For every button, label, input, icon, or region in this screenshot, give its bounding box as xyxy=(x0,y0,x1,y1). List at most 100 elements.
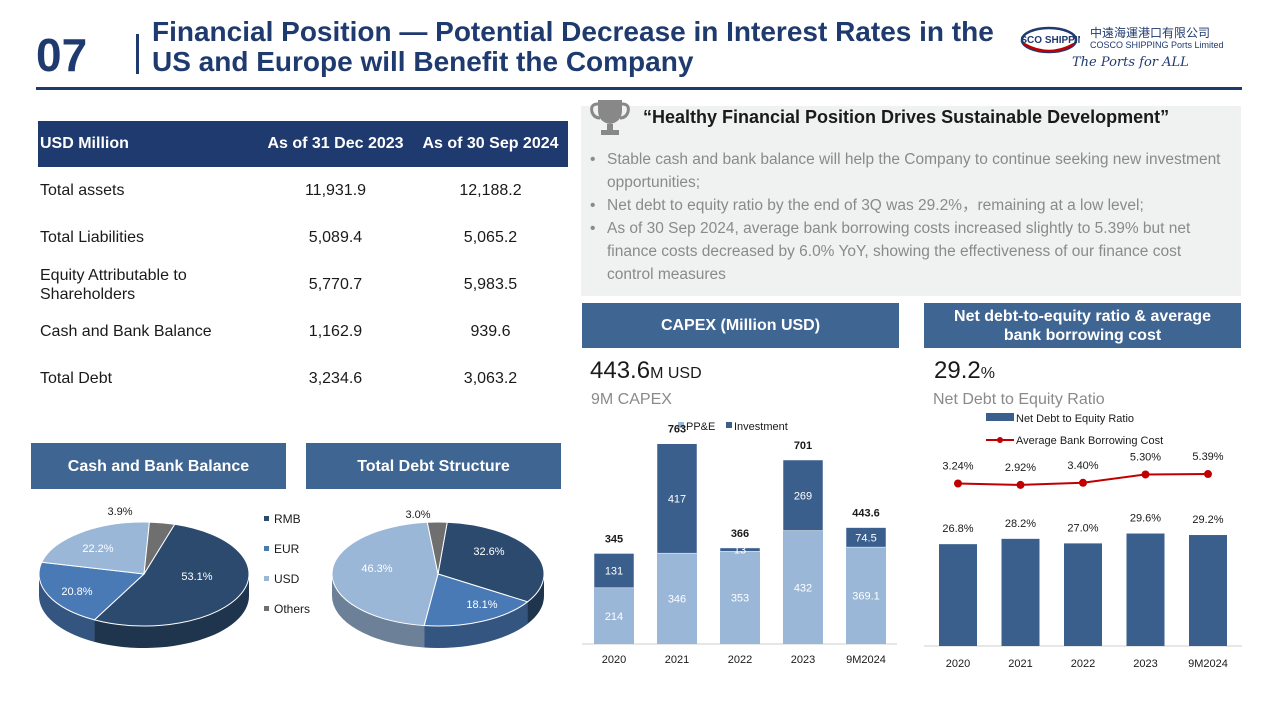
ratio-bar xyxy=(939,544,977,646)
bar-segment-ppe xyxy=(720,551,760,644)
line-point xyxy=(1016,480,1025,489)
legend-swatch xyxy=(726,422,732,428)
ratio-section-title: Net debt-to-equity ratio & average bank … xyxy=(924,303,1241,348)
pie-slice-side xyxy=(527,574,544,624)
bar-segment-investment xyxy=(593,553,635,589)
legend-label: Investment xyxy=(734,421,788,433)
line-data-label: 2.92% xyxy=(1005,462,1036,474)
row-value-2023: 5,770.7 xyxy=(308,275,363,293)
row-value-2023: 3,234.6 xyxy=(308,369,363,387)
bar-total-label: 443.6 xyxy=(852,508,880,520)
legend-label: Others xyxy=(274,602,310,616)
section-number: 07 xyxy=(36,29,88,81)
bullet-item: Net debt to equity ratio by the end of 3… xyxy=(590,194,1222,217)
pie-slice-side xyxy=(332,574,425,648)
table-row: Total Debt 3,234.6 3,063.2 xyxy=(38,355,568,402)
ratio-bar xyxy=(1126,533,1165,646)
pie-slice-label: 53.1% xyxy=(181,571,212,583)
pie-slice-label: 22.2% xyxy=(82,543,113,555)
bar-data-label: 353 xyxy=(731,593,749,605)
bar-data-label: 29.6% xyxy=(1130,513,1161,525)
row-label: Total Debt xyxy=(40,370,113,387)
pie-slice xyxy=(423,573,529,627)
bar-data-label: 417 xyxy=(668,493,686,505)
pie-slice-side xyxy=(39,574,95,642)
cash-pie-title: Cash and Bank Balance xyxy=(31,443,286,489)
legend-label: PP&E xyxy=(686,421,715,433)
legend-swatch xyxy=(264,516,269,521)
trophy-icon xyxy=(590,100,630,135)
x-tick-label: 2022 xyxy=(1071,658,1095,670)
line-data-label: 5.39% xyxy=(1192,451,1223,463)
bar-data-label: 28.2% xyxy=(1005,518,1036,530)
pie-slice xyxy=(38,561,146,621)
capex-headline: 443.6M USD xyxy=(590,357,702,385)
debt-pie-title: Total Debt Structure xyxy=(306,443,561,489)
row-value-2023: 11,931.9 xyxy=(304,181,367,199)
table-row: Cash and Bank Balance 1,162.9 939.6 xyxy=(38,308,568,355)
legend-label: Net Debt to Equity Ratio xyxy=(1016,413,1134,425)
legend-swatch xyxy=(264,576,269,581)
row-value-2024: 5,065.2 xyxy=(463,228,518,246)
legend-swatch xyxy=(678,422,684,428)
logo-name: COSCO SHIPPING xyxy=(1020,35,1080,46)
table-row: Total assets 11,931.9 12,188.2 xyxy=(38,167,568,214)
row-value-2024: 939.6 xyxy=(470,322,511,340)
row-value-2024: 3,063.2 xyxy=(463,369,518,387)
pie-slice xyxy=(93,523,250,627)
legend-label: EUR xyxy=(274,542,300,556)
bar-data-label: 214 xyxy=(605,611,623,623)
bar-total-label: 345 xyxy=(605,533,623,545)
bar-total-label: 701 xyxy=(794,440,812,452)
pie-slice-side xyxy=(424,601,528,648)
pie-slice-label: 46.3% xyxy=(361,563,392,575)
ratio-headline-label: Net Debt to Equity Ratio xyxy=(933,391,1105,408)
x-tick-label: 2021 xyxy=(665,654,689,666)
row-value-2024: 5,983.5 xyxy=(463,275,518,293)
line-point xyxy=(1141,470,1150,479)
row-label: Equity Attributable to Shareholders xyxy=(40,266,187,303)
ratio-bar-chart: Net Debt to Equity Ratio Average Bank Bor… xyxy=(924,413,1242,670)
x-tick-label: 9M2024 xyxy=(1188,658,1228,670)
capex-section-title: CAPEX (Million USD) xyxy=(582,303,899,348)
capex-headline-label: 9M CAPEX xyxy=(591,391,672,408)
bar-segment-ppe xyxy=(846,547,886,644)
pie-slice-label: 3.0% xyxy=(405,509,430,521)
table-header-cell: As of 31 Dec 2023 xyxy=(258,121,413,167)
capex-bar-chart: PP&E Investment 214 131 345 2020 346 417 763 2021… xyxy=(582,421,897,666)
pie-slice xyxy=(40,521,150,575)
x-tick-label: 2023 xyxy=(791,654,815,666)
x-tick-label: 9M2024 xyxy=(846,654,886,666)
pie-slice-label: 32.6% xyxy=(473,546,504,558)
bar-data-label: 74.5 xyxy=(855,532,876,544)
ratio-bar xyxy=(1064,543,1102,646)
x-tick-label: 2022 xyxy=(728,654,752,666)
bar-data-label: 369.1 xyxy=(852,591,880,603)
x-tick-label: 2021 xyxy=(1008,658,1032,670)
row-label: Total Liabilities xyxy=(40,229,145,246)
line-point xyxy=(1204,470,1212,479)
ratio-headline-value: 29.2 xyxy=(934,357,981,384)
line-point xyxy=(954,479,962,488)
pie-slice xyxy=(143,521,176,575)
legend-swatch xyxy=(986,413,1014,421)
bar-data-label: 29.2% xyxy=(1192,514,1223,526)
header-divider xyxy=(136,34,139,74)
quote-title: “Healthy Financial Position Drives Susta… xyxy=(643,107,1170,127)
bar-segment-investment xyxy=(845,527,887,548)
pie-slice-side xyxy=(94,574,250,648)
line-data-label: 5.30% xyxy=(1130,451,1161,463)
debt-pie-chart: 32.6% 18.1% 46.3% 3.0% xyxy=(331,509,545,648)
row-value-2023: 1,162.9 xyxy=(308,322,363,340)
bar-data-label: 26.8% xyxy=(942,523,973,535)
row-value-2023: 5,089.4 xyxy=(308,228,363,246)
cash-pie-chart: 53.1% 20.8% 22.2% 3.9% RMB EUR USD Others xyxy=(38,506,310,648)
legend-swatch xyxy=(264,606,269,611)
legend-marker xyxy=(997,437,1003,443)
bar-data-label: 27.0% xyxy=(1067,522,1098,534)
pie-slice-label: 3.9% xyxy=(107,506,132,518)
bar-segment-investment xyxy=(782,459,824,531)
x-tick-label: 2023 xyxy=(1133,658,1157,670)
bar-segment-investment xyxy=(719,547,761,552)
x-tick-label: 2020 xyxy=(946,658,970,670)
